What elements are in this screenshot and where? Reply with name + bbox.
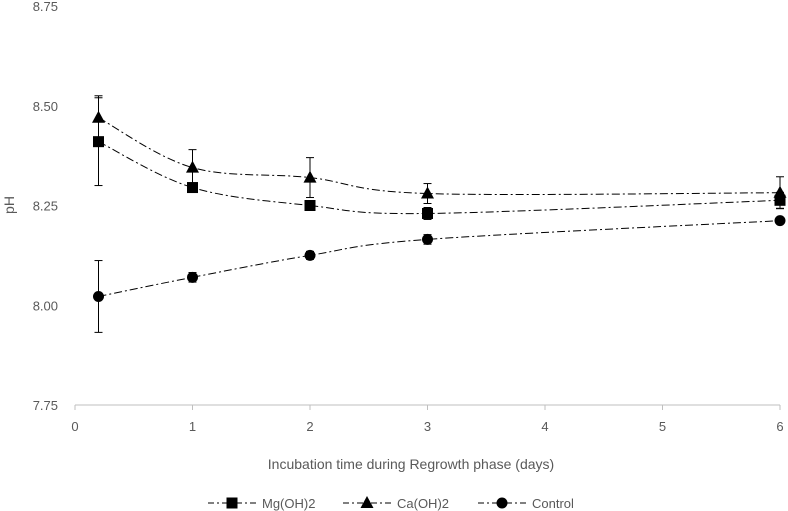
legend-item: Mg(OH)2	[208, 496, 315, 511]
data-point	[304, 249, 316, 261]
legend-item: Ca(OH)2	[343, 496, 449, 511]
x-axis-label: Incubation time during Regrowth phase (d…	[268, 456, 554, 472]
data-point	[187, 271, 198, 283]
data-point	[303, 170, 317, 183]
y-tick-label: 7.75	[33, 398, 58, 413]
data-point	[421, 186, 434, 199]
series-control	[93, 215, 786, 333]
data-point	[774, 215, 786, 227]
legend-marker	[496, 497, 508, 509]
plot-area	[92, 95, 787, 333]
legend-item: Control	[478, 496, 574, 511]
y-tick-label: 8.00	[33, 298, 58, 313]
axes: 0 1 2 3 4 5 6 7.75 8.00 8.25 8.50 8.75	[33, 0, 784, 434]
y-tick-label: 8.75	[33, 0, 58, 14]
series-line	[98, 220, 781, 297]
x-tick-label: 1	[189, 419, 196, 434]
data-point	[773, 185, 787, 198]
data-point	[422, 233, 433, 245]
data-point	[93, 136, 104, 148]
y-tick-label: 8.50	[33, 99, 58, 114]
y-axis-label: pH	[1, 196, 17, 214]
x-tick-label: 3	[424, 419, 431, 434]
data-point	[186, 160, 199, 173]
data-point	[304, 200, 316, 211]
data-point	[92, 110, 105, 123]
x-tick-label: 4	[541, 419, 548, 434]
series-ca-oh-2	[92, 95, 787, 210]
legend-marker	[360, 496, 374, 508]
series-line	[98, 117, 781, 195]
legend-label: Mg(OH)2	[262, 496, 315, 511]
series-line	[98, 141, 781, 215]
legend: Mg(OH)2 Ca(OH)2 Control	[208, 496, 574, 511]
x-tick-label: 6	[776, 419, 783, 434]
data-point	[187, 182, 198, 194]
x-tick-label: 5	[659, 419, 666, 434]
data-point	[422, 207, 433, 219]
legend-label: Control	[532, 496, 574, 511]
legend-label: Ca(OH)2	[397, 496, 449, 511]
x-tick-label: 2	[306, 419, 313, 434]
data-point	[93, 290, 104, 302]
y-tick-label: 8.25	[33, 199, 58, 214]
legend-marker	[226, 497, 238, 509]
x-tick-label: 0	[71, 419, 78, 434]
series-mg-oh-2	[93, 97, 786, 220]
